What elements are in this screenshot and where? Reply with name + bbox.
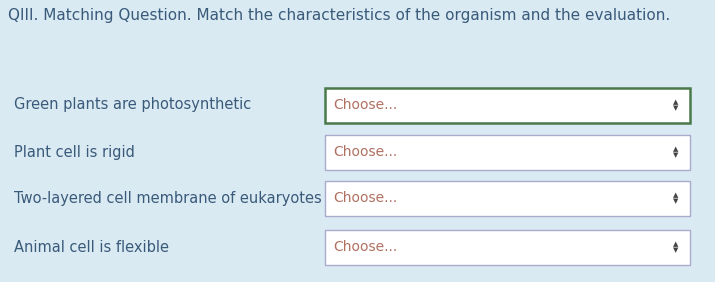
Text: ▼: ▼	[674, 247, 679, 253]
Text: ▲: ▲	[674, 192, 679, 198]
Text: ▲: ▲	[674, 99, 679, 105]
Text: ▼: ▼	[674, 105, 679, 111]
Text: Choose...: Choose...	[333, 240, 398, 254]
Bar	[325, 135, 690, 169]
Bar	[325, 180, 690, 215]
Text: ▼: ▼	[674, 198, 679, 204]
Text: Choose...: Choose...	[333, 98, 398, 112]
Text: Animal cell is flexible: Animal cell is flexible	[14, 239, 169, 254]
Text: Two-layered cell membrane of eukaryotes: Two-layered cell membrane of eukaryotes	[14, 191, 322, 206]
Bar	[325, 230, 690, 265]
Bar	[325, 87, 690, 122]
Text: ▼: ▼	[674, 152, 679, 158]
Text: QIII. Matching Question. Match the characteristics of the organism and the evalu: QIII. Matching Question. Match the chara…	[8, 8, 670, 23]
Text: ▲: ▲	[674, 146, 679, 152]
Text: Plant cell is rigid: Plant cell is rigid	[14, 144, 135, 160]
Text: Choose...: Choose...	[333, 191, 398, 205]
Text: Green plants are photosynthetic: Green plants are photosynthetic	[14, 98, 252, 113]
Text: ▲: ▲	[674, 241, 679, 247]
Text: Choose...: Choose...	[333, 145, 398, 159]
